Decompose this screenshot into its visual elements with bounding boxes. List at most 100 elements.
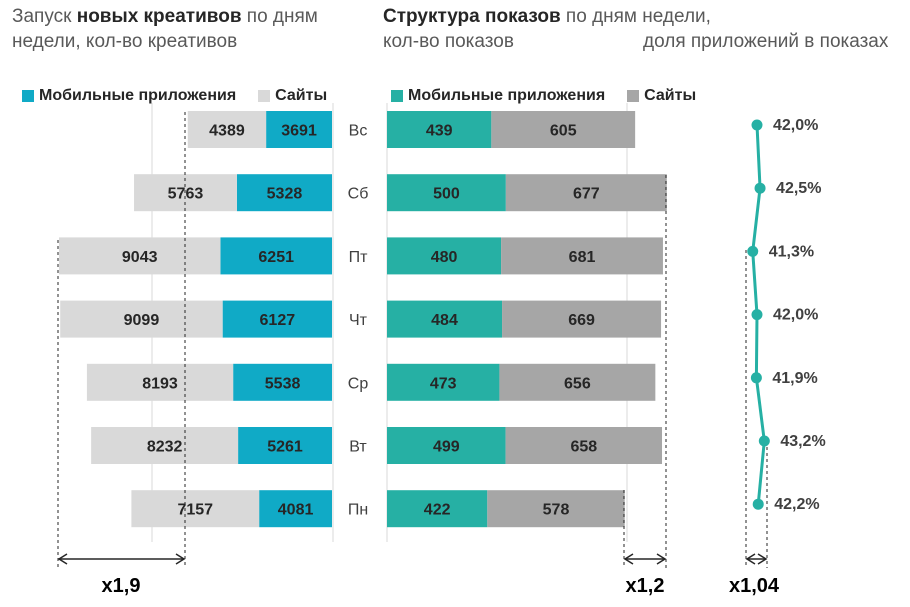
legend-sites-swatch xyxy=(627,90,640,102)
day-label: Вс xyxy=(349,123,368,140)
left-bar-apps xyxy=(238,427,332,464)
left-bar-apps xyxy=(220,237,332,275)
mid-ratio-label: x1,2 xyxy=(626,575,665,597)
mid-label-sites: 605 xyxy=(550,123,577,140)
left-bracket-arrow-head-right xyxy=(175,553,186,565)
share-label: 41,9% xyxy=(772,370,817,387)
left-label-apps: 5538 xyxy=(265,375,301,392)
mid-label-sites: 578 xyxy=(543,502,570,519)
legend-apps-label: Мобильные приложения xyxy=(408,87,606,104)
left-bar-apps xyxy=(259,490,332,528)
share-label: 43,2% xyxy=(780,433,825,450)
left-bracket-arrow-head-left xyxy=(57,553,68,565)
mid-bar-sites xyxy=(502,300,662,338)
share-label: 41,3% xyxy=(769,243,814,260)
mid-bar-apps xyxy=(387,363,500,401)
left-bar-sites xyxy=(131,490,260,528)
legend-apps-swatch xyxy=(391,90,403,102)
share-point xyxy=(751,119,763,131)
left-label-apps: 6127 xyxy=(260,312,296,329)
share-label: 42,5% xyxy=(776,180,821,197)
share-point xyxy=(750,372,762,384)
mid-bar-apps xyxy=(387,490,488,528)
mid-bracket-arrow-head-right xyxy=(656,553,667,565)
left-legend: Мобильные приложения Сайты xyxy=(22,87,327,105)
mid-label-sites: 677 xyxy=(573,186,600,203)
legend-apps-label: Мобильные приложения xyxy=(39,87,237,104)
mid-bar-sites xyxy=(505,427,663,464)
mid-legend: Мобильные приложения Сайты xyxy=(391,87,696,105)
left-title-line2: недели, кол-во креативов xyxy=(12,31,238,52)
left-bar-sites xyxy=(86,363,234,401)
left-label-sites: 8193 xyxy=(142,375,178,392)
mid-bar-apps xyxy=(387,174,506,212)
right-ratio-label: x1,04 xyxy=(729,575,780,597)
mid-bar-apps xyxy=(387,111,492,148)
right-bracket-arrow-head-left xyxy=(745,553,756,565)
left-label-sites: 5763 xyxy=(168,186,204,203)
share-point xyxy=(758,435,770,447)
mid-label-apps: 500 xyxy=(433,186,460,203)
legend-apps-swatch xyxy=(22,90,34,102)
mid-bar-apps xyxy=(387,300,503,338)
share-point xyxy=(751,309,763,321)
left-label-sites: 9099 xyxy=(124,312,160,329)
day-label: Пт xyxy=(349,249,369,266)
left-bar-apps xyxy=(266,111,332,148)
mid-bar-sites xyxy=(491,111,636,148)
mid-label-apps: 439 xyxy=(426,123,453,140)
left-title-post: по дням xyxy=(241,6,318,27)
left-label-apps: 5328 xyxy=(267,186,303,203)
legend-sites-label: Сайты xyxy=(644,87,697,104)
left-label-sites: 9043 xyxy=(122,249,158,266)
share-label: 42,0% xyxy=(773,117,818,134)
left-chart-title: Запуск новых креативов по дням недели, к… xyxy=(12,4,318,54)
mid-label-apps: 473 xyxy=(430,375,457,392)
share-point xyxy=(754,182,766,194)
left-bar-apps xyxy=(236,174,332,212)
day-label: Пн xyxy=(348,502,368,519)
left-label-sites: 8232 xyxy=(147,439,183,456)
mid-label-apps: 499 xyxy=(433,439,460,456)
mid-label-sites: 656 xyxy=(564,375,591,392)
legend-sites-swatch xyxy=(258,90,271,102)
mid-bar-sites xyxy=(499,363,656,401)
left-bar-sites xyxy=(59,237,221,275)
right-title-line2: доля приложений в показах xyxy=(643,31,889,52)
share-point xyxy=(747,245,759,257)
mid-label-apps: 422 xyxy=(424,502,451,519)
share-label: 42,2% xyxy=(774,496,819,513)
mid-label-sites: 669 xyxy=(568,312,595,329)
day-label: Сб xyxy=(348,186,369,203)
mid-bar-apps xyxy=(387,427,506,464)
mid-bar-apps xyxy=(387,237,502,275)
left-title-bold: новых креативов xyxy=(76,6,242,27)
mid-label-apps: 484 xyxy=(431,312,458,329)
share-label: 42,0% xyxy=(773,307,818,324)
share-point xyxy=(752,498,764,510)
left-label-apps: 5261 xyxy=(267,439,303,456)
mid-title-line2: кол-во показов xyxy=(383,31,514,52)
left-bar-sites xyxy=(91,427,239,464)
left-label-sites: 7157 xyxy=(177,502,213,519)
day-label: Ср xyxy=(348,375,369,392)
mid-label-apps: 480 xyxy=(431,249,458,266)
mid-chart-title: Структура показов по дням недели, кол-во… xyxy=(383,4,711,54)
left-ratio-label: x1,9 xyxy=(102,575,141,597)
left-bar-sites xyxy=(60,300,223,338)
left-label-apps: 6251 xyxy=(258,249,294,266)
legend-sites-label: Сайты xyxy=(275,87,328,104)
mid-title-post: по дням недели, xyxy=(560,6,711,27)
mid-bar-sites xyxy=(487,490,625,528)
mid-bar-sites xyxy=(501,237,663,275)
day-label: Вт xyxy=(349,439,367,456)
mid-label-sites: 681 xyxy=(569,249,596,266)
left-bar-sites xyxy=(187,111,267,148)
left-label-apps: 3691 xyxy=(281,123,317,140)
left-label-apps: 4081 xyxy=(278,502,314,519)
right-chart-title: доля приложений в показах xyxy=(643,29,888,54)
left-label-sites: 4389 xyxy=(209,123,245,140)
day-label: Чт xyxy=(349,312,368,329)
mid-title-bold: Структура показов xyxy=(383,6,561,27)
